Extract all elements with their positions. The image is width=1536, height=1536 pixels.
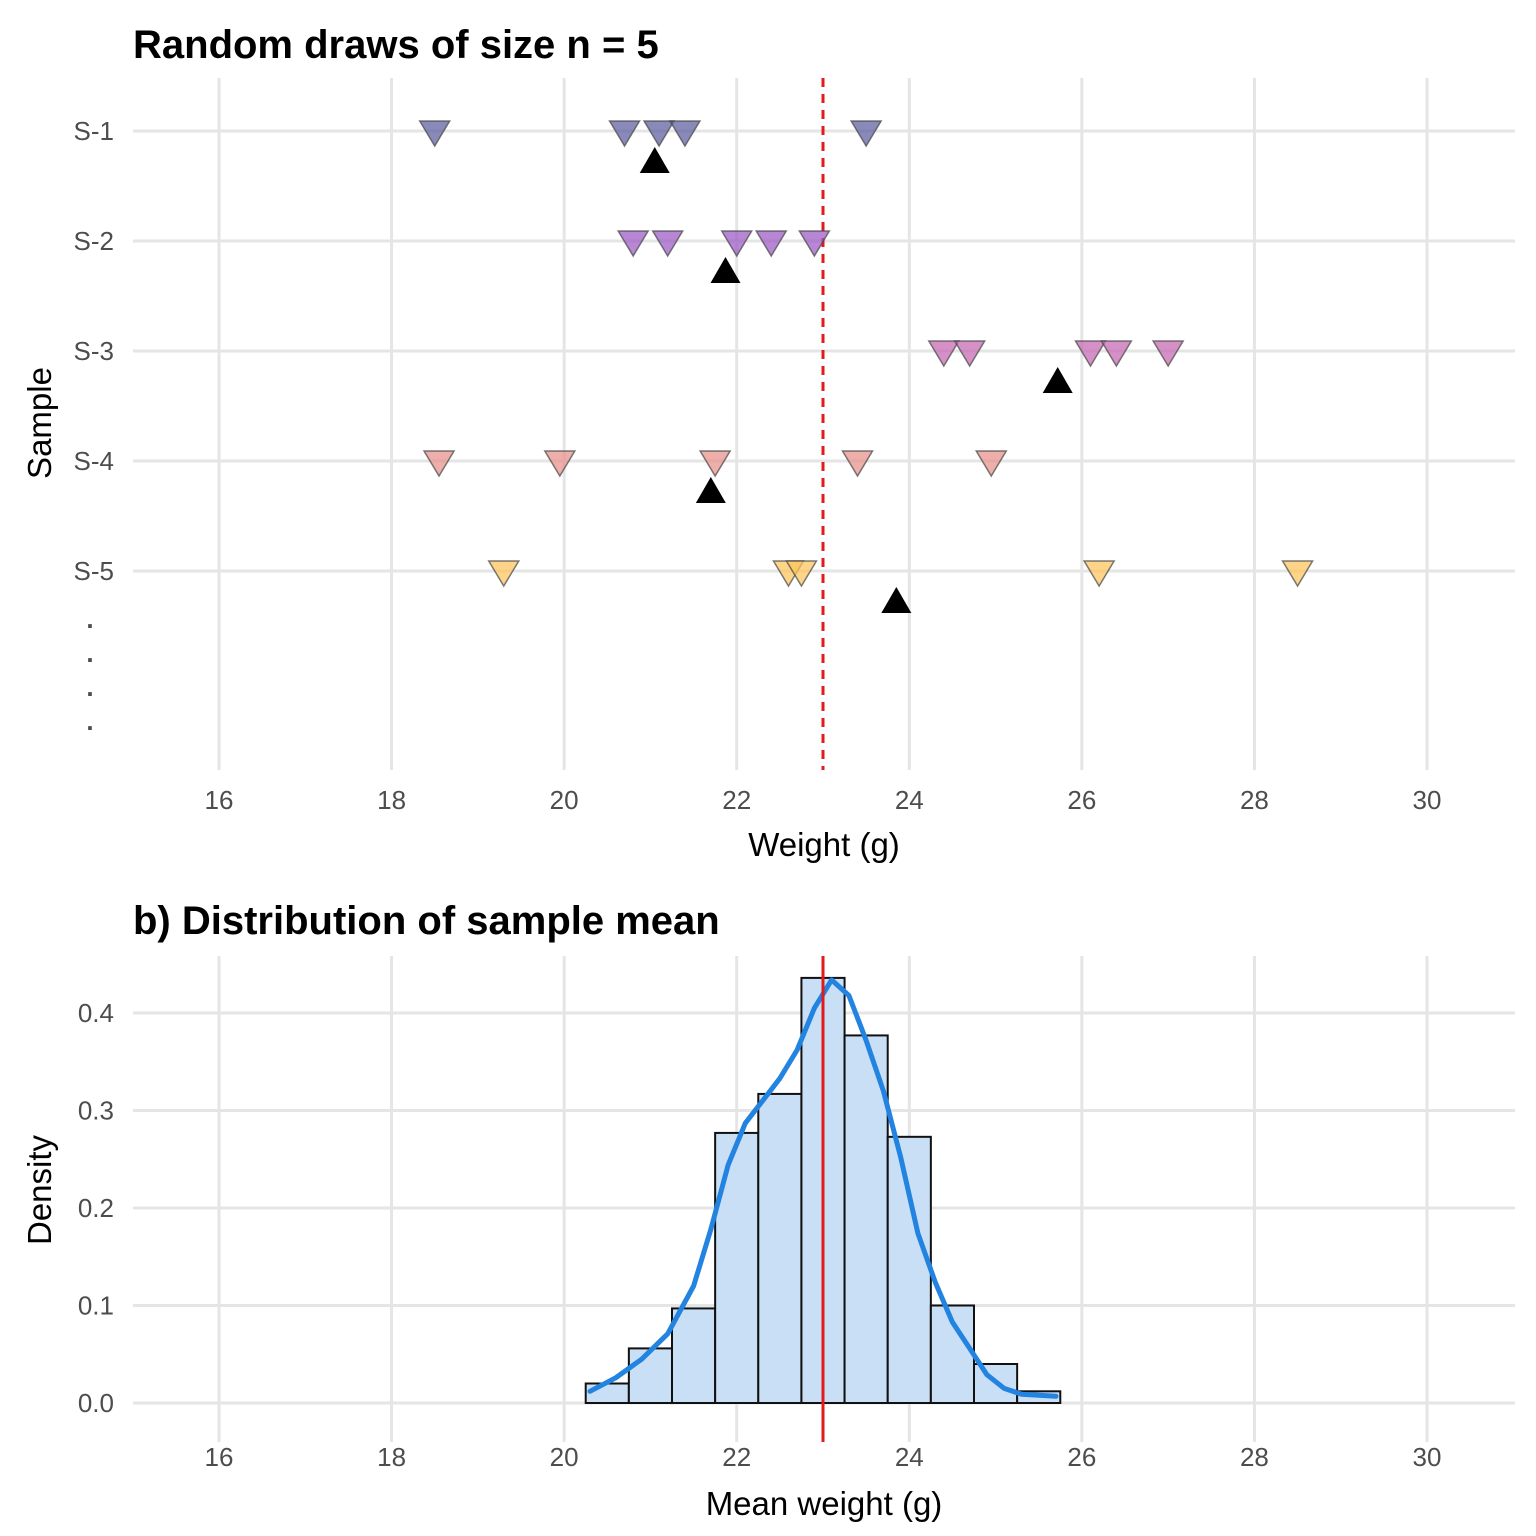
sample-point-S-2-4 <box>754 230 788 258</box>
panel-b-y-tick-labels: 0.0 0.1 0.2 0.3 0.4 <box>78 998 114 1418</box>
panel-b-x-tick-16: 16 <box>205 1442 234 1472</box>
panel-a-y-tick-S-3: S-3 <box>74 336 114 366</box>
panel-a-y-tick-labels: S-1 S-2 S-3 S-4 S-5 <box>74 116 114 586</box>
panel-b-y-axis-title: Density <box>21 1134 58 1245</box>
panel-b-x-tick-24: 24 <box>895 1442 924 1472</box>
panel-a-x-tick-labels: 16 18 20 22 24 26 28 30 <box>205 785 1442 815</box>
panel-b-x-axis-title: Mean weight (g) <box>706 1485 943 1522</box>
sample-point-S-3-3 <box>1074 340 1107 368</box>
sample-point-S-4-3 <box>698 450 732 478</box>
panel-b-y-tick-0.4: 0.4 <box>78 998 114 1028</box>
sample-point-S-1-5 <box>849 120 883 148</box>
panel-b-x-tick-22: 22 <box>722 1442 751 1472</box>
sample-point-S-3-2 <box>953 340 987 368</box>
panel-a-x-tick-22: 22 <box>722 785 751 815</box>
panel-b-y-tick-0.3: 0.3 <box>78 1096 114 1126</box>
panel-b-y-tick-0.1: 0.1 <box>78 1291 114 1321</box>
sample-mean-marker-S-5 <box>881 587 912 613</box>
sample-point-S-1-1 <box>418 120 452 148</box>
panel-a-points <box>418 120 1314 588</box>
panel-a-x-tick-26: 26 <box>1067 785 1096 815</box>
ellipsis-dot-1: . <box>86 604 93 634</box>
ellipsis-dot-3: . <box>86 672 93 702</box>
histogram-bar-1 <box>584 1382 630 1404</box>
histogram-bar-8 <box>886 1135 932 1404</box>
panel-a-x-tick-30: 30 <box>1413 785 1442 815</box>
histogram-bar-4 <box>714 1131 760 1405</box>
panel-a-y-tick-S-5: S-5 <box>74 556 114 586</box>
sample-point-S-4-4 <box>841 450 874 478</box>
panel-a-x-axis-title: Weight (g) <box>748 826 900 863</box>
density-curve <box>587 977 1059 1399</box>
panel-a-x-tick-24: 24 <box>895 785 924 815</box>
sample-point-S-2-1 <box>616 230 650 258</box>
sample-mean-marker-S-3 <box>1042 367 1073 393</box>
sample-mean-marker-S-2 <box>710 257 741 283</box>
sample-point-S-3-5 <box>1151 340 1185 368</box>
sample-point-S-5-1 <box>487 560 521 588</box>
sample-point-S-2-5 <box>798 230 831 258</box>
panel-b-title: b) Distribution of sample mean <box>133 899 720 943</box>
panel-a-x-tick-16: 16 <box>205 785 234 815</box>
sample-point-S-2-3 <box>720 230 754 258</box>
histogram-bar-2 <box>627 1347 673 1405</box>
panel-a-x-tick-20: 20 <box>550 785 579 815</box>
sample-point-S-1-2 <box>608 120 641 148</box>
sample-point-S-4-1 <box>422 450 456 478</box>
panel-b-x-tick-30: 30 <box>1413 1442 1442 1472</box>
sample-point-S-1-3 <box>642 120 676 148</box>
panel-mean-distribution: b) Distribution of sample mean 0.0 0.1 0.2… <box>21 899 1515 1522</box>
panel-a-x-tick-28: 28 <box>1240 785 1269 815</box>
panel-b-x-tick-26: 26 <box>1067 1442 1096 1472</box>
panel-a-ellipsis: .... <box>86 604 93 736</box>
panel-a-title: Random draws of size n = 5 <box>133 23 659 67</box>
panel-a-x-tick-18: 18 <box>377 785 406 815</box>
panel-b-x-tick-28: 28 <box>1240 1442 1269 1472</box>
panel-a-y-tick-S-1: S-1 <box>74 116 114 146</box>
panel-a-y-axis-title: Sample <box>21 367 58 479</box>
panel-b-density-curve <box>587 977 1059 1399</box>
sample-point-S-3-4 <box>1100 340 1133 368</box>
panel-sample-draws: Random draws of size n = 5 S-1S-2S-3S-4S… <box>21 23 1515 863</box>
sample-point-S-5-3 <box>785 560 818 588</box>
ellipsis-dot-2: . <box>86 638 93 668</box>
sample-point-S-5-4 <box>1082 560 1116 588</box>
sample-point-S-3-1 <box>927 340 961 368</box>
sample-point-S-4-2 <box>543 450 577 478</box>
panel-a-y-tick-S-2: S-2 <box>74 226 114 256</box>
ellipsis-dot-4: . <box>86 706 93 736</box>
sample-point-S-4-5 <box>974 450 1008 478</box>
panel-b-x-tick-18: 18 <box>377 1442 406 1472</box>
sample-mean-marker-S-4 <box>695 477 726 503</box>
panel-b-x-tick-20: 20 <box>550 1442 579 1472</box>
sample-point-S-1-4 <box>668 120 702 148</box>
panel-a-sample-means <box>639 147 1073 613</box>
panel-b-x-tick-labels: 16 18 20 22 24 26 28 30 <box>205 1442 1442 1472</box>
histogram-bar-3 <box>671 1307 717 1405</box>
panel-b-y-tick-0.0: 0.0 <box>78 1388 114 1418</box>
sample-point-S-5-5 <box>1281 560 1314 588</box>
panel-a-y-tick-S-4: S-4 <box>74 446 114 476</box>
histogram-bar-5 <box>757 1092 803 1405</box>
sample-point-S-2-2 <box>651 230 685 258</box>
panel-b-y-tick-0.2: 0.2 <box>78 1193 114 1223</box>
sample-mean-marker-S-1 <box>639 147 670 173</box>
